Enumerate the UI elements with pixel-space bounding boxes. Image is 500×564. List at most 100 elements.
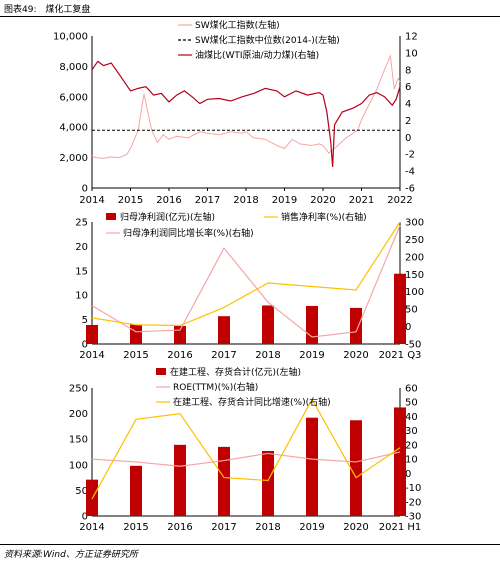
x-tick-label: 2017 [195, 195, 220, 206]
chart-net-profit: 0 5 10 15 20 25 -50 0 50 100 150 200 250 300 2014 2015 2… [75, 211, 424, 361]
x-tick-label: 2018 [233, 195, 258, 206]
x-tick-label: 2020 [343, 350, 368, 361]
x-tick-label: 2021 Q3 [379, 350, 422, 361]
series-profit-growth [91, 225, 401, 338]
right-tick-label: 300 [405, 218, 424, 229]
left-tick-label: 250 [69, 384, 88, 395]
x-tick-label: 2016 [156, 195, 181, 206]
legend-swatch [106, 213, 116, 220]
right-tick-label: 6 [405, 82, 411, 93]
legend-entry: 在建工程、存货合计(亿元)(左轴) [170, 366, 301, 378]
x-tick-label: 2015 [123, 522, 148, 533]
left-tick-label: 0 [82, 184, 88, 195]
legend-entry: 油煤比(WTI原油/动力煤)(右轴) [195, 49, 319, 61]
x-tick-label: 2014 [79, 195, 104, 206]
bar-net-profit [306, 305, 318, 344]
left-tick-label: 50 [75, 486, 88, 497]
legend-entry: ROE(TTM)(%)(右轴) [173, 381, 258, 393]
x-tick-label: 2021 H1 [379, 522, 422, 533]
right-tick-label: -30 [405, 512, 421, 523]
legend-entry: 销售净利率(%)(右轴) [281, 211, 367, 223]
left-tick-label: 8,000 [59, 62, 88, 73]
right-tick-label: -4 [405, 167, 415, 178]
left-tick-label: 6,000 [59, 92, 88, 103]
left-tick-label: 15 [75, 266, 88, 277]
x-tick-label: 2016 [167, 350, 192, 361]
right-tick-label: 12 [405, 32, 418, 43]
series-inventory-growth [91, 398, 401, 500]
right-tick-label: 30 [405, 426, 418, 437]
left-tick-label: 100 [69, 460, 88, 471]
legend-swatch [156, 368, 166, 375]
right-tick-label: 150 [405, 270, 424, 281]
legend-entry: 归母净利润同比增长率(%)(右轴) [123, 227, 254, 239]
series-oil-coal-ratio [91, 60, 401, 167]
right-tick-label: 10 [405, 455, 418, 466]
x-tick-label: 2020 [310, 195, 335, 206]
x-tick-label: 2014 [79, 522, 104, 533]
right-tick-label: -10 [405, 483, 421, 494]
right-tick-label: -50 [405, 340, 421, 351]
left-tick-label: 0 [82, 340, 88, 351]
bar-net-profit [350, 307, 362, 344]
series-roe-ttm [91, 451, 401, 467]
figure-tag: 图表49: [4, 5, 37, 15]
bar-construction-inventory [394, 407, 406, 516]
left-tick-label: 2,000 [59, 153, 88, 164]
x-tick-label: 2018 [255, 522, 280, 533]
left-tick-label: 20 [75, 242, 88, 253]
right-tick-label: 10 [405, 48, 418, 59]
right-tick-label: 250 [405, 235, 424, 246]
bar-construction-inventory [174, 444, 186, 516]
legend-entry: SW煤化工指数中位数(2014-)(左轴) [195, 34, 340, 46]
left-tick-label: 5 [82, 315, 88, 326]
series-net-margin [91, 221, 401, 327]
bar-net-profit [86, 324, 98, 344]
left-tick-label: 200 [69, 409, 88, 420]
bar-net-profit [394, 273, 406, 344]
right-tick-label: 20 [405, 440, 418, 451]
x-tick-label: 2020 [343, 522, 368, 533]
right-tick-label: -20 [405, 497, 421, 508]
x-tick-label: 2015 [118, 195, 143, 206]
left-tick-label: 25 [75, 218, 88, 229]
right-tick-label: 50 [405, 398, 418, 409]
source-note: 资料来源:Wind、方正证券研究所 [4, 550, 138, 560]
header-rule [0, 16, 500, 17]
x-tick-label: 2017 [211, 350, 236, 361]
left-tick-label: 4,000 [59, 123, 88, 134]
bar-construction-inventory [130, 465, 142, 516]
x-tick-label: 2019 [299, 350, 324, 361]
series-coal-chem-index [91, 53, 401, 159]
right-tick-label: 0 [405, 133, 411, 144]
right-tick-label: 8 [405, 65, 411, 76]
figure-header: 图表49: 煤化工复盘 [4, 2, 90, 15]
right-tick-label: 40 [405, 412, 418, 423]
bar-construction-inventory [218, 446, 230, 516]
right-tick-label: 4 [405, 99, 411, 110]
chart-coal-chem-index: 0 2,000 4,000 6,000 8,000 10,000 -6 -4 -2 0 2 4 6 8 10… [53, 19, 418, 206]
legend-entry: SW煤化工指数(左轴) [195, 19, 280, 31]
bar-construction-inventory [306, 417, 318, 516]
bar-construction-inventory [350, 420, 362, 516]
x-tick-label: 2018 [255, 350, 280, 361]
right-tick-label: 100 [405, 287, 424, 298]
right-tick-label: 60 [405, 384, 418, 395]
x-tick-label: 2015 [123, 350, 148, 361]
right-tick-label: 0 [405, 322, 411, 333]
legend-entry: 在建工程、存货合计同比增速(%)(右轴) [173, 396, 331, 408]
left-tick-label: 10 [75, 291, 88, 302]
x-tick-label: 2021 [349, 195, 374, 206]
right-tick-label: 50 [405, 305, 418, 316]
left-tick-label: 10,000 [53, 32, 88, 43]
figure-title: 煤化工复盘 [45, 5, 91, 15]
bar-net-profit [174, 325, 186, 344]
legend-entry: 归母净利润(亿元)(左轴) [120, 211, 215, 223]
right-tick-label: -2 [405, 150, 415, 161]
right-tick-label: 2 [405, 116, 411, 127]
x-tick-label: 2019 [272, 195, 297, 206]
x-tick-label: 2019 [299, 522, 324, 533]
right-tick-label: 200 [405, 252, 424, 263]
bar-net-profit [262, 305, 274, 344]
x-tick-label: 2014 [79, 350, 104, 361]
